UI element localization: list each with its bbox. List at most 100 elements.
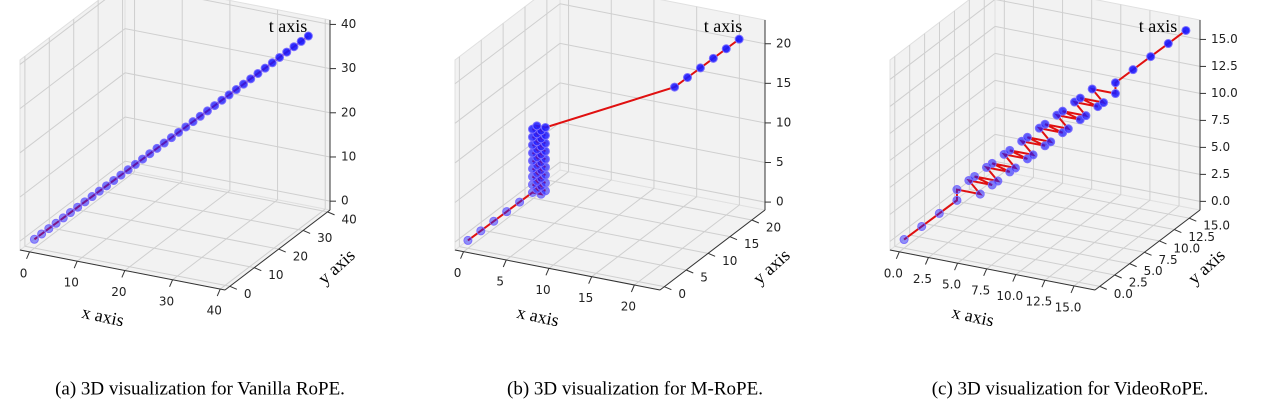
grid-line [559, 3, 766, 45]
panel: 0 10 20 30 40 0 10 20 30 40 0 10 20 30 40 x axis y axis t… [18, 0, 359, 399]
y-axis-label: y axis [749, 245, 794, 288]
point [1005, 145, 1015, 155]
tick-mark [1041, 280, 1046, 288]
point [94, 186, 104, 196]
tick-mark [26, 251, 30, 260]
point [1022, 132, 1032, 142]
grid-line [889, 26, 996, 107]
grid-line [463, 171, 569, 253]
point [1110, 89, 1120, 99]
grid-line [994, 160, 1201, 202]
grid-line [1073, 205, 1180, 287]
x-tick-label: 15 [578, 291, 593, 305]
y-tick-label: 7.5 [1159, 253, 1178, 267]
grid-line [559, 42, 766, 84]
grid-line [559, 122, 766, 163]
grid-line [954, 200, 1160, 242]
grid-line [49, 227, 255, 269]
point [152, 143, 162, 153]
tick-mark [1159, 240, 1167, 245]
point [267, 58, 277, 68]
grid-line [957, 182, 1063, 264]
tick-mark [1174, 229, 1182, 234]
t-tick-label: 10 [341, 149, 356, 163]
grid-line [454, 3, 561, 85]
grid-line [122, 171, 328, 213]
point [159, 138, 169, 148]
point [1110, 78, 1120, 88]
tick-mark [1070, 285, 1075, 294]
point [73, 202, 83, 212]
point [296, 36, 306, 46]
point [463, 235, 473, 245]
point [1099, 98, 1109, 108]
point [87, 192, 97, 202]
point [1081, 111, 1091, 121]
x-tick-label: 0.0 [884, 266, 903, 280]
t-tick-label: 20 [341, 105, 356, 119]
tick-mark [983, 268, 988, 277]
y-tick-label: 15.0 [1203, 219, 1230, 233]
t-axis-label: t axis [704, 16, 743, 36]
grid-line [559, 161, 766, 203]
tick-mark [327, 211, 335, 216]
t-tick-label: 12.5 [1211, 59, 1238, 73]
point [489, 216, 499, 226]
grid-line [984, 177, 1190, 219]
point [195, 111, 205, 121]
t-tick-label: 7.5 [1211, 113, 1230, 127]
point [540, 123, 550, 132]
t-axis-label: t axis [1139, 16, 1178, 36]
x-tick-label: 12.5 [1026, 295, 1053, 309]
x-axis-label: x axis [80, 302, 126, 330]
grid-line [909, 234, 1115, 276]
grid-line [19, 116, 126, 198]
grid-line [19, 0, 106, 65]
x-tick-label: 5 [496, 275, 504, 289]
grid-line [591, 196, 697, 278]
point [65, 208, 75, 218]
point [289, 42, 299, 52]
x-tick-label: 10 [535, 283, 550, 297]
x-tick-label: 7.5 [971, 283, 990, 297]
point [1063, 124, 1073, 134]
tick-mark [460, 251, 465, 259]
caption: (a) 3D visualization for Vanilla RoPE. [55, 378, 345, 399]
point [934, 208, 944, 218]
grid-line [986, 188, 1092, 270]
point [188, 117, 198, 127]
axis-line [1094, 209, 1201, 291]
y-tick-label: 10 [722, 254, 737, 268]
tick-mark [229, 285, 238, 290]
point [217, 95, 227, 105]
point [116, 170, 126, 180]
grid-line [924, 223, 1130, 265]
grid-line [899, 171, 1005, 253]
grid-line [24, 245, 230, 287]
point [130, 159, 140, 169]
grid-line [503, 212, 709, 254]
grid-line [454, 42, 561, 124]
tick-mark [302, 230, 311, 234]
point [260, 63, 270, 73]
tick-mark [751, 219, 760, 224]
grid-line [889, 106, 996, 188]
grid-line [124, 160, 331, 202]
grid-line [548, 187, 655, 269]
grid-line [19, 28, 126, 110]
grid-line [889, 0, 996, 80]
t-tick-label: 0 [341, 194, 349, 208]
point [166, 133, 176, 143]
axis-line [224, 209, 331, 291]
t-tick-label: 10.0 [1211, 86, 1238, 100]
grid-line [98, 189, 304, 231]
point [44, 224, 54, 234]
point [202, 106, 212, 116]
tick-mark [502, 259, 507, 268]
grid-line [1044, 199, 1151, 281]
x-axis-label: x axis [515, 302, 561, 330]
t-tick-label: 20 [776, 36, 791, 50]
grid-line [994, 106, 1201, 148]
grid-line [124, 28, 331, 70]
